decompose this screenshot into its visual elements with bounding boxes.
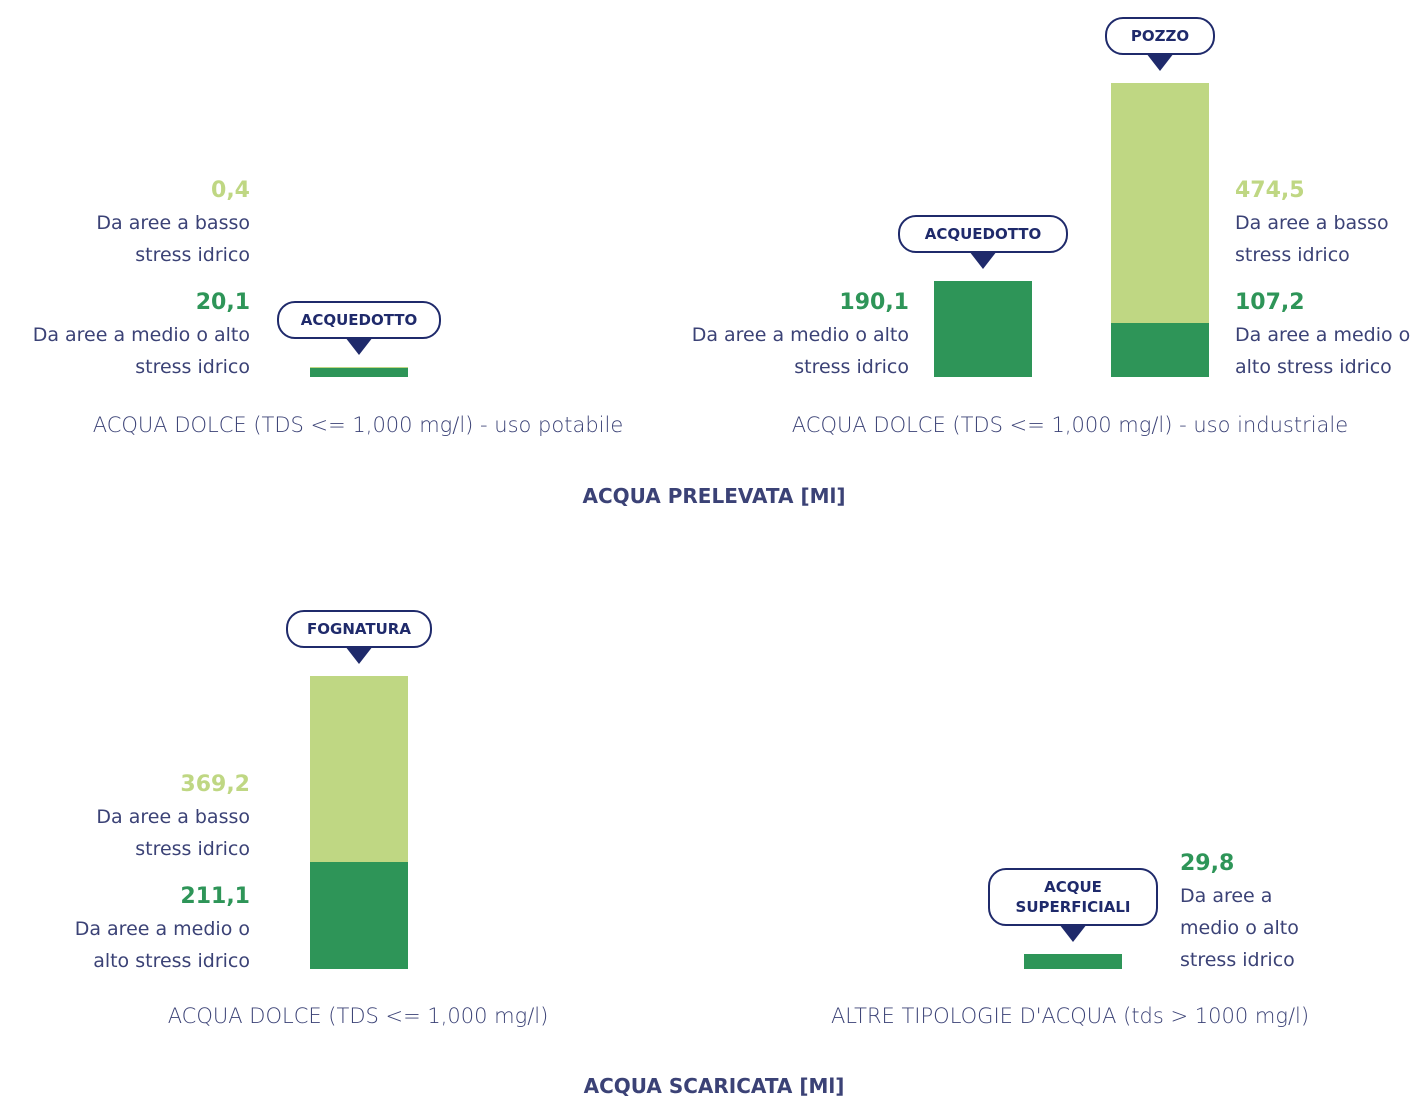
value-label: 20,1	[195, 290, 250, 315]
value-label: 369,2	[180, 772, 250, 797]
panel-title: ACQUA DOLCE (TDS <= 1,000 mg/l) - uso in…	[791, 413, 1349, 437]
segment-name: Da aree a basso stress idrico	[96, 806, 250, 860]
segment-label: 190,1 Da aree a medio o alto stress idric…	[669, 287, 909, 383]
segment-label: 369,2 Da aree a basso stress idrico	[80, 769, 250, 865]
section-title: ACQUA SCARICATA [Ml]	[583, 1074, 845, 1098]
source-tag: ACQUE SUPERFICIALI	[988, 867, 1158, 942]
source-tag: ACQUEDOTTO	[898, 214, 1068, 269]
segment-name: Da aree a medio o alto stress idrico	[74, 918, 250, 972]
panel-title: ACQUA DOLCE (TDS <= 1,000 mg/l) - uso po…	[92, 413, 624, 437]
segment-label: 29,8 Da aree a medio o alto stress idrico	[1180, 848, 1310, 976]
source-tag: FOGNATURA	[286, 609, 432, 664]
segment-name: Da aree a basso stress idrico	[1235, 212, 1389, 266]
panel-title: ALTRE TIPOLOGIE D'ACQUA (tds > 1000 mg/l…	[830, 1004, 1310, 1028]
segment-name: Da aree a medio o alto stress idrico	[32, 324, 250, 378]
bar-segment	[1024, 953, 1122, 969]
segment-label: 20,1 Da aree a medio o alto stress idrico	[10, 287, 250, 383]
bar-segment	[1111, 322, 1209, 377]
source-tag: ACQUEDOTTO	[277, 300, 441, 355]
value-label: 0,4	[211, 178, 250, 203]
segment-name: Da aree a basso stress idrico	[96, 212, 250, 266]
bar-segment	[1111, 83, 1209, 323]
segment-name: Da aree a medio o alto stress idrico	[1235, 324, 1411, 378]
section-title: ACQUA PRELEVATA [Ml]	[582, 484, 846, 508]
source-tag: POZZO	[1105, 17, 1215, 72]
segment-label: 474,5 Da aree a basso stress idrico	[1235, 175, 1400, 271]
segment-name: Da aree a medio o alto stress idrico	[1180, 885, 1299, 971]
value-label: 190,1	[839, 290, 909, 315]
segment-name: Da aree a medio o alto stress idrico	[691, 324, 909, 378]
bar-segment	[310, 675, 408, 863]
segment-label: 0,4 Da aree a basso stress idrico	[80, 175, 250, 271]
value-label: 474,5	[1235, 178, 1305, 203]
segment-label: 211,1 Da aree a medio o alto stress idric…	[55, 881, 250, 977]
value-label: 29,8	[1180, 851, 1235, 876]
value-label: 107,2	[1235, 290, 1305, 315]
panel-title: ACQUA DOLCE (TDS <= 1,000 mg/l)	[167, 1004, 549, 1028]
value-label: 211,1	[180, 884, 250, 909]
bar-segment	[934, 280, 1032, 377]
bar-segment	[310, 366, 408, 377]
bar-segment	[310, 862, 408, 969]
segment-label: 107,2 Da aree a medio o alto stress idric…	[1235, 287, 1414, 383]
